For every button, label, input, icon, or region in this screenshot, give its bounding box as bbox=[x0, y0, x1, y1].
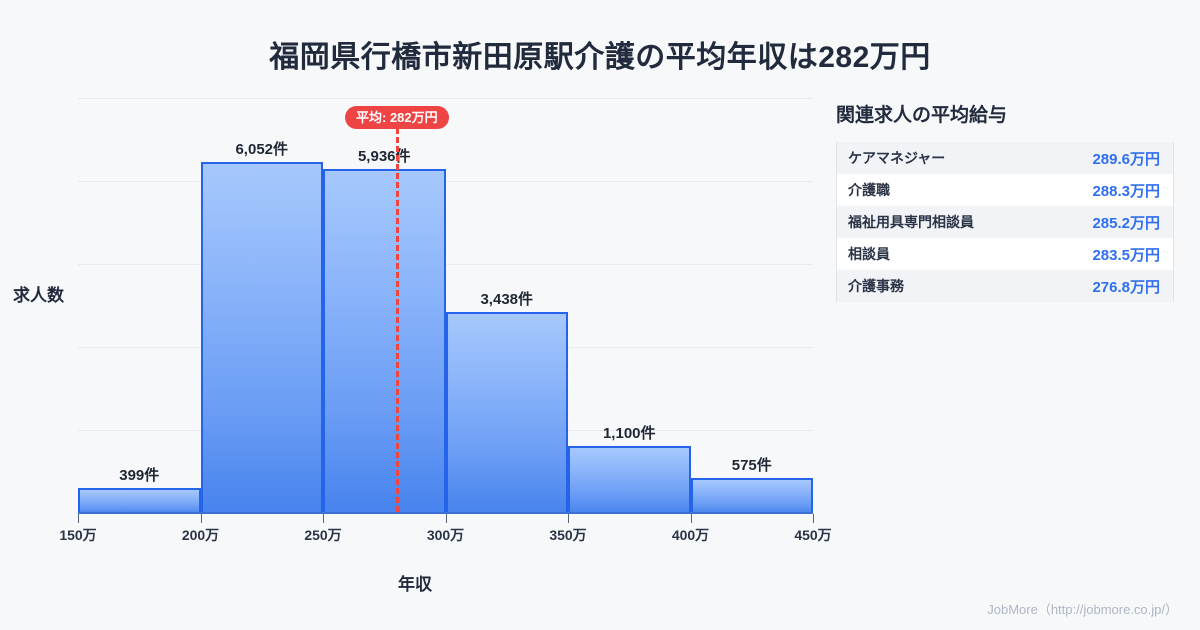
xtick-mark bbox=[690, 514, 692, 523]
xtick-label: 400万 bbox=[671, 527, 710, 543]
sidebar-title: 関連求人の平均給与 bbox=[836, 105, 1008, 126]
salary-row-name: 相談員 bbox=[848, 246, 890, 262]
footer-credit: JobMore（http://jobmore.co.jp/） bbox=[987, 602, 1178, 617]
salary-row-value: 288.3万円 bbox=[1092, 182, 1160, 200]
xtick-label: 450万 bbox=[794, 527, 832, 543]
gridline bbox=[78, 98, 813, 99]
bar-200-250[interactable] bbox=[200, 162, 323, 514]
gridline bbox=[78, 181, 813, 182]
table-row[interactable]: 介護職 288.3万円 bbox=[837, 174, 1173, 206]
xtick-label: 150万 bbox=[59, 527, 97, 543]
salary-row-name: ケアマネジャー bbox=[848, 150, 946, 166]
xtick-mark bbox=[813, 514, 814, 523]
xtick-mark bbox=[568, 514, 569, 523]
salary-row-value: 285.2万円 bbox=[1092, 214, 1160, 232]
table-row[interactable]: 福祉用具専門相談員 285.2万円 bbox=[837, 206, 1173, 238]
salary-row-name: 福祉用具専門相談員 bbox=[848, 214, 974, 230]
xtick-mark bbox=[78, 514, 79, 523]
page-title: 福岡県行橋市新田原駅介護の平均年収は282万円 bbox=[269, 41, 931, 74]
bar-value-label: 575件 bbox=[731, 457, 772, 474]
salary-table: ケアマネジャー 289.6万円 介護職 288.3万円 福祉用具専門相談員 28… bbox=[836, 142, 1174, 302]
average-badge: 平均: 282万円 bbox=[345, 106, 449, 129]
bar-250-300[interactable] bbox=[323, 169, 446, 514]
x-axis-line bbox=[78, 512, 813, 514]
related-salary-panel: 関連求人の平均給与 ケアマネジャー 289.6万円 介護職 288.3万円 福祉… bbox=[836, 100, 1176, 302]
x-axis-title: 年収 bbox=[398, 575, 432, 594]
table-row[interactable]: ケアマネジャー 289.6万円 bbox=[837, 142, 1173, 174]
bar-300-350[interactable] bbox=[445, 312, 568, 514]
xtick-label: 200万 bbox=[181, 527, 220, 543]
histogram-chart: 399件 6,052件 5,936件 3,438件 1,100件 575件 平均… bbox=[13, 98, 832, 594]
bar-value-label: 1,100件 bbox=[602, 425, 656, 442]
bar-value-label: 399件 bbox=[119, 467, 160, 484]
xtick-label: 300万 bbox=[426, 527, 465, 543]
bar-150-200[interactable] bbox=[78, 488, 201, 514]
bar-value-label: 6,052件 bbox=[235, 141, 289, 158]
salary-row-value: 283.5万円 bbox=[1092, 246, 1160, 264]
salary-row-name: 介護事務 bbox=[848, 278, 904, 294]
bar-value-label: 3,438件 bbox=[480, 291, 534, 308]
table-row[interactable]: 相談員 283.5万円 bbox=[837, 238, 1173, 270]
bar-400-450[interactable] bbox=[690, 478, 813, 514]
xtick-label: 250万 bbox=[304, 527, 342, 543]
bar-350-400[interactable] bbox=[568, 446, 691, 514]
gridline bbox=[78, 264, 813, 265]
average-line bbox=[396, 128, 399, 512]
xtick-mark bbox=[445, 514, 447, 523]
xtick-label: 350万 bbox=[549, 527, 587, 543]
salary-row-value: 289.6万円 bbox=[1092, 150, 1160, 168]
xtick-mark bbox=[200, 514, 202, 523]
salary-row-value: 276.8万円 bbox=[1092, 278, 1160, 296]
bar-value-label: 5,936件 bbox=[357, 148, 411, 165]
y-axis-title: 求人数 bbox=[13, 286, 64, 305]
salary-row-name: 介護職 bbox=[848, 182, 890, 198]
xtick-mark bbox=[323, 514, 324, 523]
table-row[interactable]: 介護事務 276.8万円 bbox=[837, 270, 1173, 302]
